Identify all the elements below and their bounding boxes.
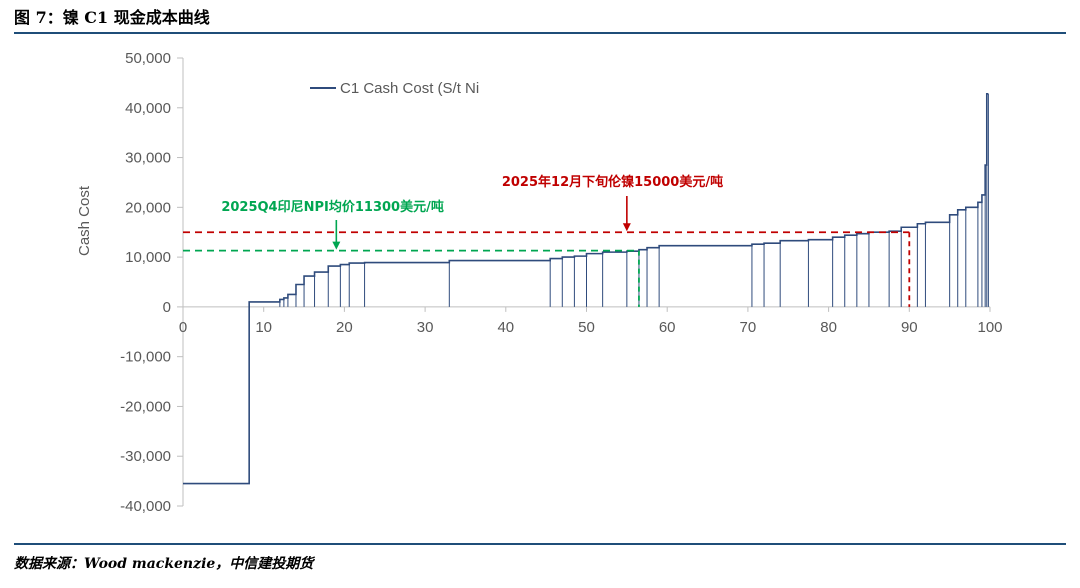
x-tick-label: 60 (659, 319, 676, 336)
y-tick-label: 40,000 (125, 100, 171, 117)
x-tick-label: 80 (820, 319, 837, 336)
x-tick-label: 70 (740, 319, 757, 336)
y-tick-label: -30,000 (120, 448, 171, 465)
x-tick-label: 40 (497, 319, 514, 336)
step-verticals (279, 93, 989, 307)
figure-title: 图 7：镍 C1 现金成本曲线 (14, 8, 210, 27)
bottom-rule (14, 543, 1066, 545)
y-axis-label: Cash Cost (76, 185, 93, 256)
reference-annotation: 2025Q4印尼NPI均价11300美元/吨 (221, 199, 444, 215)
y-tick-label: 0 (163, 299, 171, 316)
top-rule (14, 32, 1066, 34)
y-tick-labels: -40,000 -30,000 -20,000 -10,000 0 10,000 20,00… (120, 50, 171, 515)
x-tick-label: 30 (417, 319, 434, 336)
y-tick-label: -20,000 (120, 398, 171, 415)
x-tick-label: 10 (255, 319, 272, 336)
y-tick-label: 10,000 (125, 249, 171, 266)
annotation-arrowhead (332, 241, 341, 250)
x-tick-label: 90 (901, 319, 918, 336)
x-tick-label: 0 (179, 319, 187, 336)
x-tick-label: 20 (336, 319, 353, 336)
x-tick-label: 100 (977, 319, 1002, 336)
cost-curve-chart: -40,000 -30,000 -20,000 -10,000 0 10,000 20,00… (76, 50, 1003, 515)
source-note: 数据来源：Wood mackenzie，中信建投期货 (14, 556, 314, 572)
y-tick-label: -10,000 (120, 349, 171, 366)
y-tick-label: 20,000 (125, 199, 171, 216)
c1-cash-cost-line (183, 93, 989, 485)
x-tick-label: 50 (578, 319, 595, 336)
x-tick-labels: 0 10 20 30 40 50 60 70 80 90 100 (179, 319, 1003, 336)
legend-label: C1 Cash Cost (S/t Ni (340, 80, 479, 97)
legend: C1 Cash Cost (S/t Ni (310, 80, 479, 97)
axes-layer (177, 57, 991, 507)
y-tick-label: 50,000 (125, 50, 171, 67)
reference-lines: 2025年12月下旬伦镍15000美元/吨 2025Q4印尼NPI均价11300美… (183, 174, 911, 307)
annotation-arrowhead (622, 223, 631, 232)
reference-annotation: 2025年12月下旬伦镍15000美元/吨 (502, 174, 723, 190)
y-tick-label: -40,000 (120, 498, 171, 515)
y-tick-label: 30,000 (125, 150, 171, 167)
